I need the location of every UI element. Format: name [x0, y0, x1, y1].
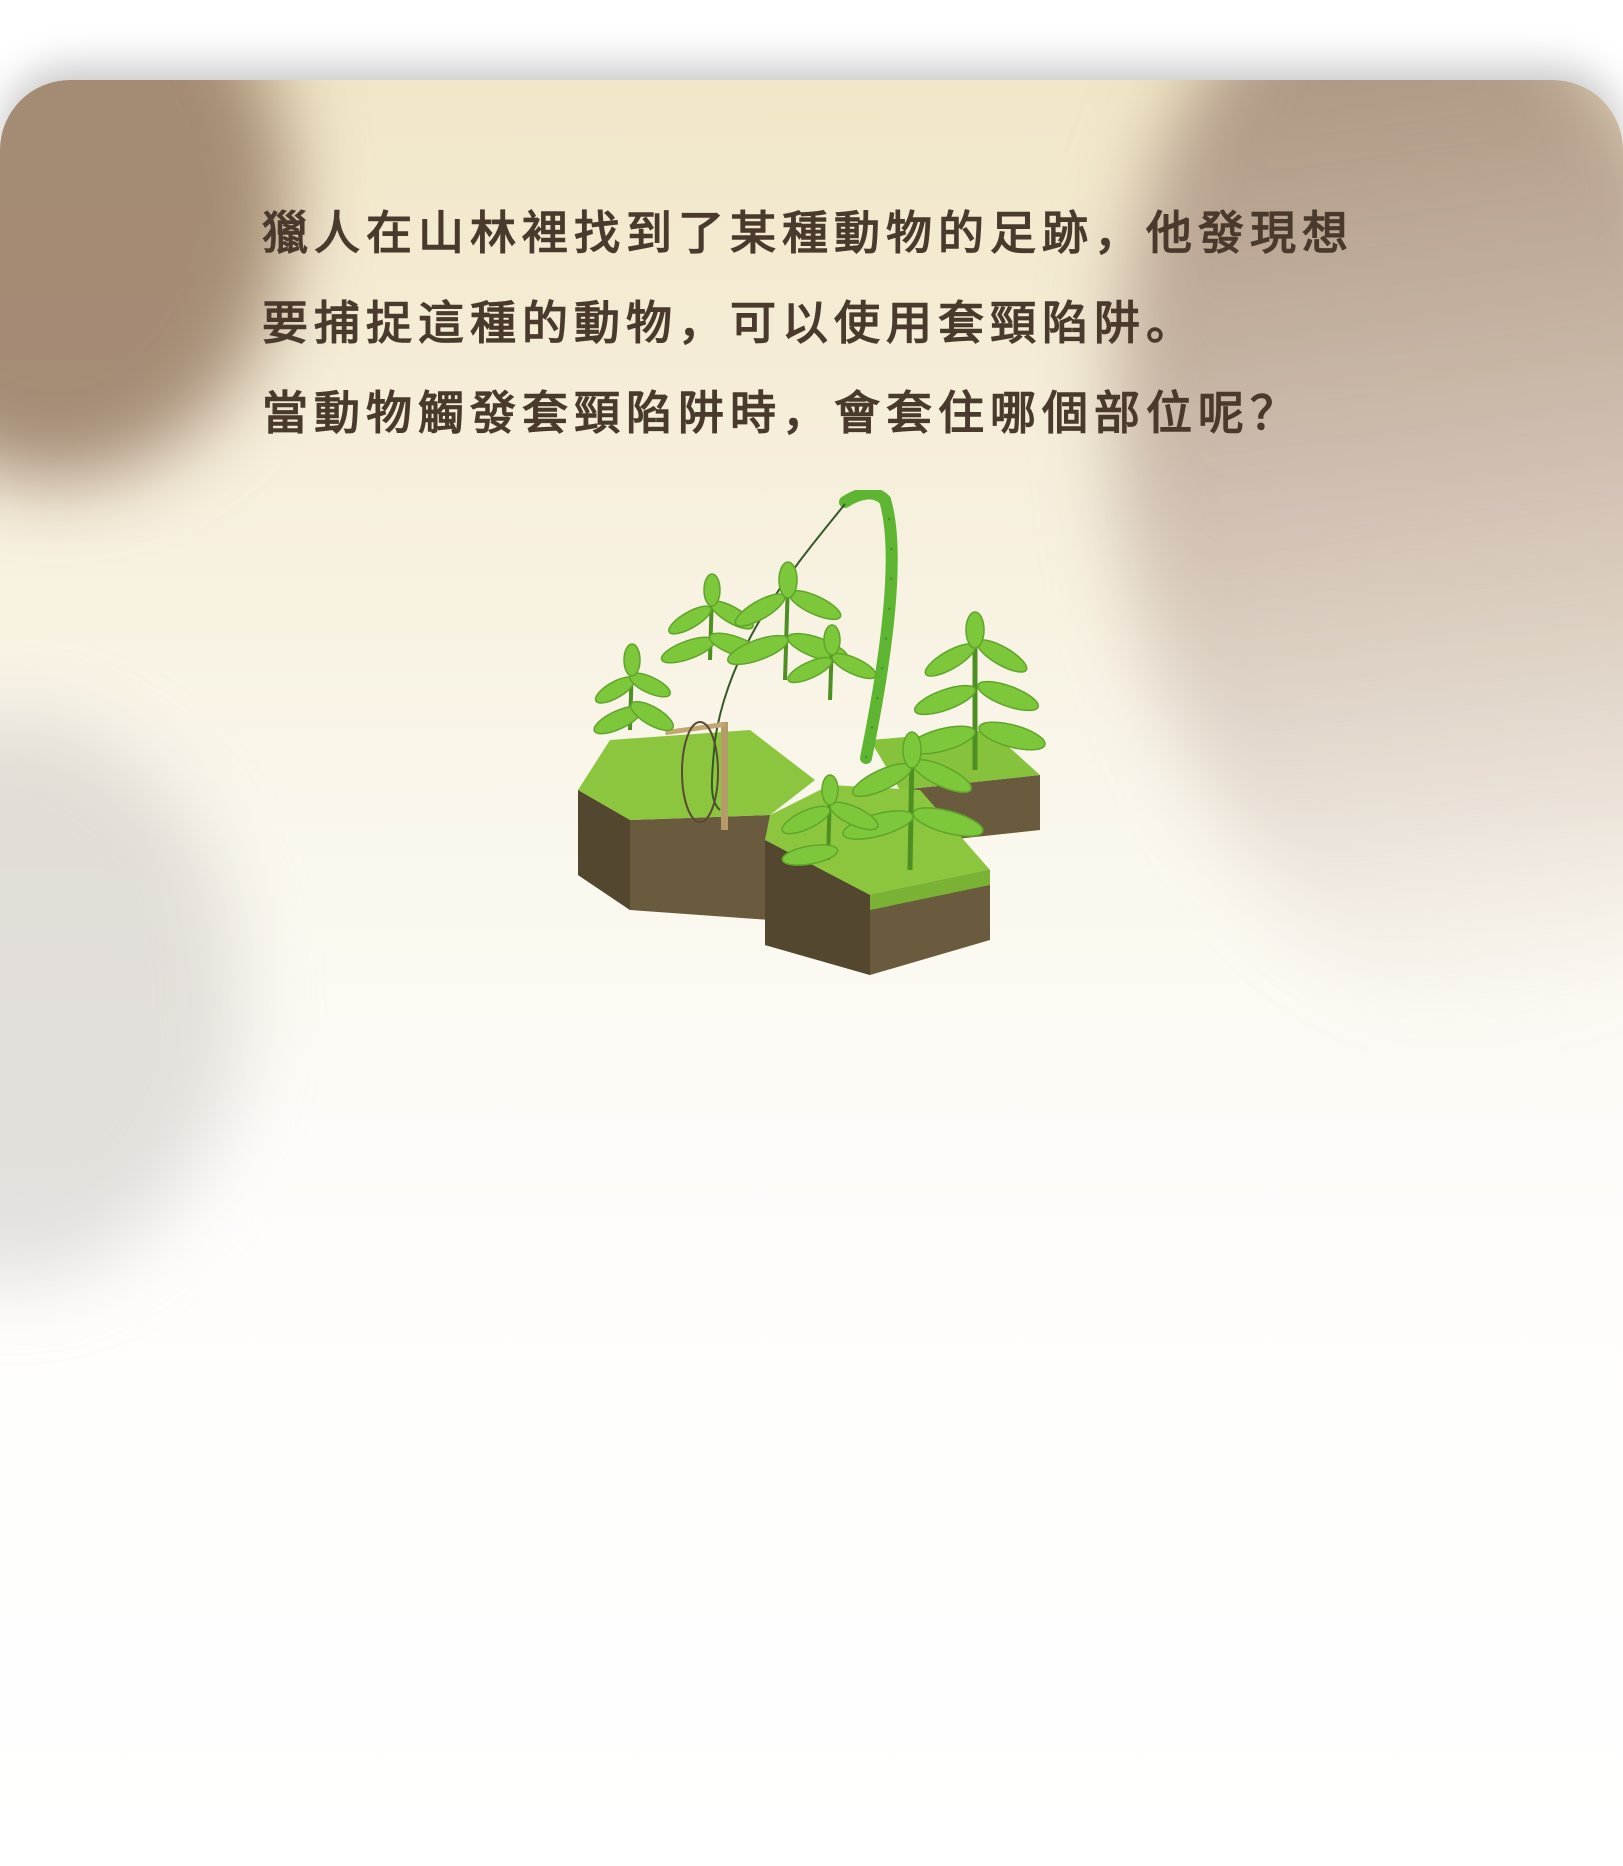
question-text: 獵人在山林裡找到了某種動物的足跡，他發現想 要捕捉這種的動物，可以使用套頸陷阱。…: [262, 188, 1412, 458]
snare-trap-forest-island-icon: [578, 490, 1046, 975]
question-line-2: 要捕捉這種的動物，可以使用套頸陷阱。: [262, 296, 1198, 350]
bamboo-pole: [839, 490, 898, 764]
snare-trap-illustration: [570, 490, 1060, 1050]
question-card: 獵人在山林裡找到了某種動物的足跡，他發現想 要捕捉這種的動物，可以使用套頸陷阱。…: [0, 80, 1623, 1866]
question-line-1: 獵人在山林裡找到了某種動物的足跡，他發現想: [262, 206, 1354, 260]
plants: [593, 561, 1046, 871]
trigger-stake: [665, 721, 728, 830]
question-line-3: 當動物觸發套頸陷阱時，會套住哪個部位呢？: [262, 386, 1302, 440]
snare-string: [710, 503, 846, 811]
